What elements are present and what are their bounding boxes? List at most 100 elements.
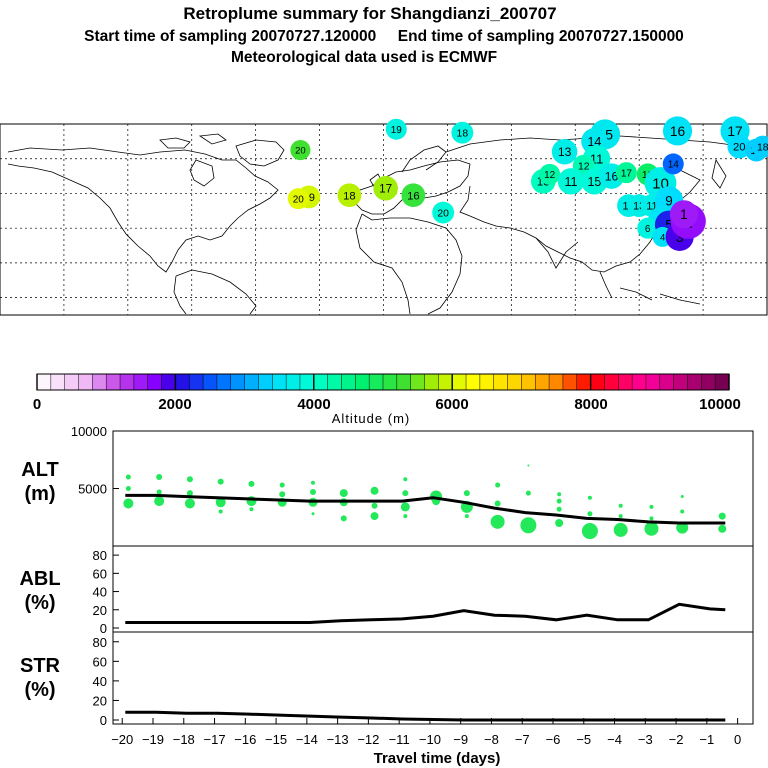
- plume-marker-dot: [637, 217, 659, 239]
- colorbar-cell: [576, 374, 592, 390]
- x-tick-label: −9: [453, 732, 468, 747]
- x-tick-label: −6: [546, 732, 561, 747]
- coast-scandinavia: [401, 145, 447, 173]
- alt-point: [581, 523, 598, 540]
- x-tick-label: −5: [576, 732, 591, 747]
- alt-point: [649, 504, 654, 509]
- alt-point: [680, 495, 684, 499]
- x-tick-label: −4: [607, 732, 622, 747]
- alt-point: [402, 490, 409, 497]
- plume-marker-day: 11: [564, 175, 577, 189]
- x-tick-label: −3: [638, 732, 653, 747]
- alt-point: [217, 478, 224, 485]
- colorbar-cell: [341, 374, 356, 390]
- plume-marker: 18: [337, 183, 362, 208]
- plume-marker-day: 18: [343, 190, 356, 202]
- abl-panel-frame: [112, 545, 754, 633]
- x-tick-label: −12: [357, 732, 379, 747]
- plume-marker-day: 13: [558, 145, 572, 159]
- alt-point: [556, 498, 562, 504]
- plume-marker-day: 18: [757, 142, 768, 153]
- alt-point: [525, 490, 531, 496]
- alt-panel: ALT (m) 5000 10000: [21, 424, 754, 547]
- alt-point: [370, 512, 379, 521]
- alt-point: [125, 474, 131, 480]
- plume-marker-dot: [662, 116, 693, 146]
- coast-greenland: [235, 139, 285, 167]
- alt-point: [494, 500, 501, 507]
- y-tick-label: 0: [100, 621, 107, 636]
- plume-marker: 19: [385, 118, 407, 140]
- plume-marker-day: 16: [670, 123, 686, 139]
- plume-marker: 16: [401, 183, 426, 208]
- str-panel-frame: [112, 631, 754, 725]
- plume-marker-dot: [432, 201, 455, 224]
- colorbar-cell: [452, 374, 467, 390]
- abl-y-axis: 0 20 40 60 80: [93, 548, 119, 636]
- plume-marker-day: 17: [379, 183, 392, 196]
- colorbar-cell: [313, 374, 329, 390]
- colorbar-cell: [203, 374, 218, 390]
- plume-marker-dot: [337, 183, 362, 208]
- alt-point: [490, 514, 505, 529]
- alt-point: [403, 514, 408, 519]
- travel-time-axis: −20 −19 −18 −17 −16 −15 −14 −13 −12 −11 −10 −9 −8 −7−…: [111, 718, 741, 747]
- colorbar-cell: [687, 374, 702, 390]
- alt-point: [463, 490, 470, 497]
- colorbar-cell: [133, 374, 149, 390]
- plume-marker-dot: [373, 175, 398, 201]
- coast-india: [535, 237, 579, 269]
- alt-point: [186, 476, 193, 483]
- alt-point: [154, 496, 165, 507]
- colorbar-cell: [189, 374, 204, 390]
- colorbar-tick-10000: 10000: [699, 396, 741, 413]
- alt-point: [125, 486, 131, 491]
- x-axis-title: Travel time (days): [374, 750, 501, 767]
- alt-point: [649, 516, 654, 521]
- colorbar-tick-2000: 2000: [158, 396, 191, 413]
- colorbar-cell: [106, 374, 121, 390]
- alt-point: [370, 486, 379, 495]
- plume-marker-day: 11: [646, 201, 657, 213]
- alt-y-axis: 5000 10000: [71, 424, 119, 497]
- colorbar-cell: [618, 374, 633, 390]
- colorbar-cell: [78, 374, 93, 390]
- colorbar-cell: [64, 374, 80, 390]
- plume-marker-day: 12: [578, 162, 590, 173]
- alt-point: [718, 524, 727, 533]
- colorbar-cell: [258, 374, 273, 390]
- str-panel-unit: (%): [24, 679, 55, 701]
- plume-marker-day: 1: [680, 207, 687, 222]
- plume-marker: 20: [287, 188, 309, 210]
- plume-marker: 1: [669, 200, 699, 229]
- x-tick-label: −10: [419, 732, 441, 747]
- colorbar-cell: [424, 374, 439, 390]
- alt-point: [527, 464, 530, 467]
- plume-marker-dot: [751, 135, 768, 158]
- y-tick-label: 60: [93, 566, 107, 581]
- plume-marker-day: 9: [665, 193, 672, 208]
- y-tick-label: 40: [93, 585, 107, 600]
- plume-marker: 18: [751, 135, 768, 158]
- alt-point: [371, 502, 378, 509]
- colorbar-cell: [535, 374, 550, 390]
- plume-marker-dot: [557, 168, 585, 195]
- colorbar-title: Altitude (m): [332, 411, 410, 426]
- plume-marker-day: 20: [295, 146, 306, 157]
- alt-point: [339, 489, 348, 498]
- plume-marker-dot: [290, 139, 311, 161]
- plume-marker-dot: [662, 153, 684, 175]
- alt-point: [184, 498, 195, 509]
- colorbar-cell: [604, 374, 619, 390]
- x-tick-label: −17: [204, 732, 226, 747]
- colorbar-cell: [369, 374, 384, 390]
- alt-point: [156, 474, 163, 480]
- plume-marker: 17: [615, 162, 637, 184]
- x-tick-label: −16: [234, 732, 256, 747]
- alt-point: [556, 506, 562, 512]
- x-tick-label: −19: [142, 732, 164, 747]
- colorbar-tick-0: 0: [33, 396, 41, 413]
- colorbar-cell: [632, 374, 647, 390]
- colorbar-cell: [50, 374, 66, 390]
- abl-panel-unit: (%): [24, 592, 55, 614]
